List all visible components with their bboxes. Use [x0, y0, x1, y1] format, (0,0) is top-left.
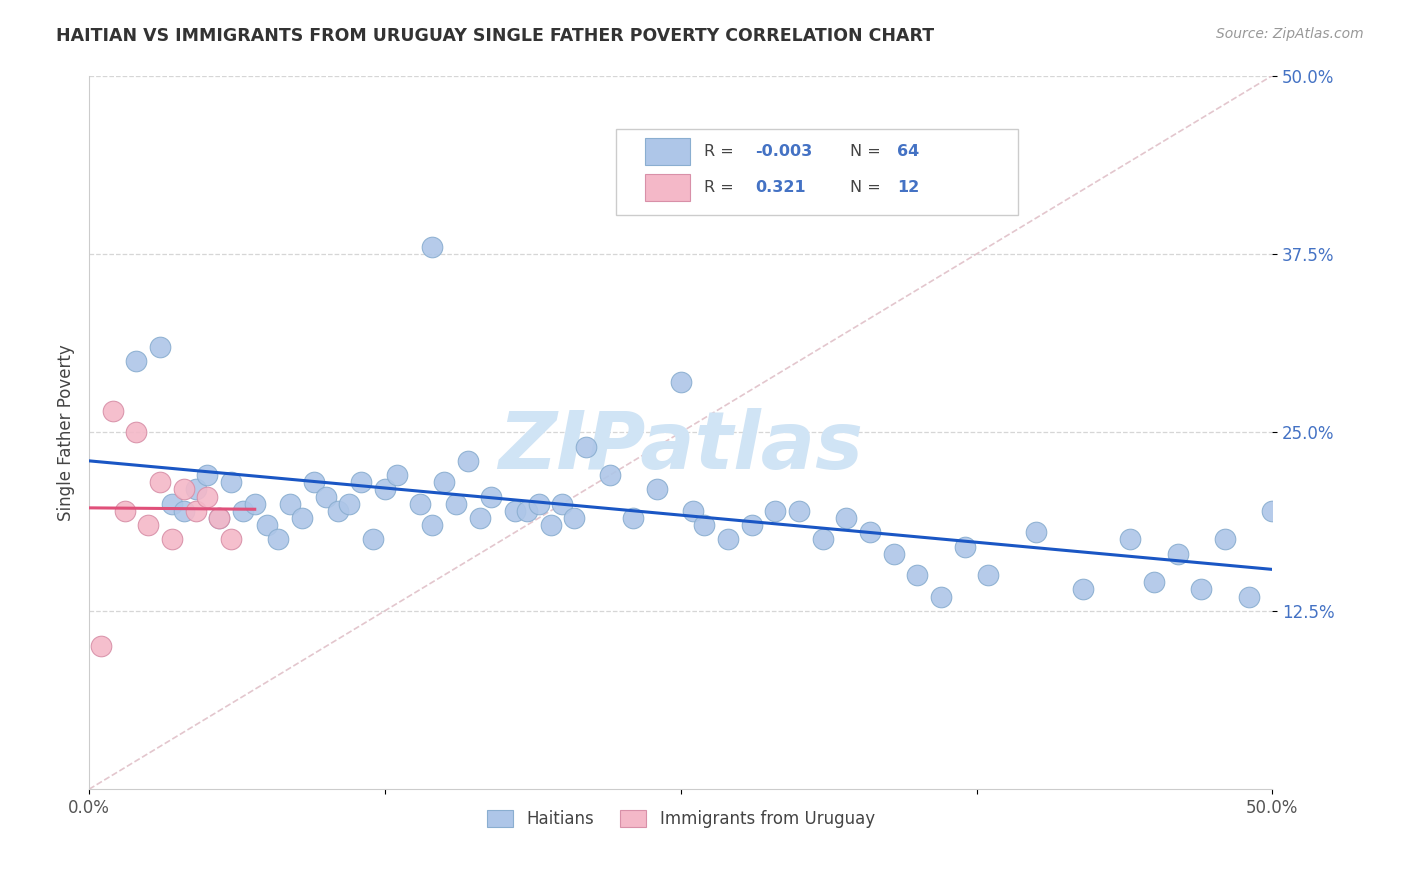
Point [197, 490, 219, 504]
Point [468, 511, 491, 525]
Point [101, 404, 124, 418]
FancyBboxPatch shape [616, 129, 1018, 215]
Point [787, 504, 810, 518]
Point [905, 568, 928, 582]
FancyBboxPatch shape [645, 138, 690, 165]
Point [197, 468, 219, 483]
Text: -0.003: -0.003 [755, 145, 813, 160]
Point [645, 483, 668, 497]
Point [267, 533, 290, 547]
Point [125, 425, 148, 440]
Text: N =: N = [851, 145, 886, 160]
Point [1261, 504, 1284, 518]
Point [562, 511, 585, 525]
Y-axis label: Single Father Poverty: Single Father Poverty [58, 344, 75, 521]
Point [444, 497, 467, 511]
Point [90, 640, 112, 654]
Point [883, 547, 905, 561]
Point [208, 511, 231, 525]
Point [149, 475, 172, 490]
Text: R =: R = [704, 180, 740, 195]
Point [741, 518, 763, 533]
Point [1025, 525, 1047, 540]
Text: HAITIAN VS IMMIGRANTS FROM URUGUAY SINGLE FATHER POVERTY CORRELATION CHART: HAITIAN VS IMMIGRANTS FROM URUGUAY SINGL… [56, 27, 935, 45]
Point [1237, 590, 1260, 604]
Point [599, 468, 621, 483]
Point [350, 475, 373, 490]
Point [1189, 582, 1212, 597]
Point [256, 518, 278, 533]
Text: ZIPatlas: ZIPatlas [498, 408, 863, 485]
Text: 12: 12 [897, 180, 920, 195]
Text: 0.321: 0.321 [755, 180, 806, 195]
Point [433, 475, 456, 490]
Point [291, 511, 314, 525]
Point [1071, 582, 1094, 597]
Point [326, 504, 349, 518]
Point [953, 540, 976, 554]
Point [669, 376, 692, 390]
Point [811, 533, 834, 547]
Point [516, 504, 538, 518]
Point [623, 511, 645, 525]
Text: R =: R = [704, 145, 740, 160]
Point [1167, 547, 1189, 561]
Point [457, 454, 479, 468]
Point [481, 490, 503, 504]
Point [717, 533, 740, 547]
Point [184, 483, 207, 497]
FancyBboxPatch shape [645, 174, 690, 201]
Point [302, 475, 325, 490]
Point [420, 240, 443, 254]
Point [385, 468, 408, 483]
Point [682, 504, 704, 518]
Point [114, 504, 136, 518]
Point [929, 590, 952, 604]
Point [125, 354, 148, 368]
Point [527, 497, 550, 511]
Point [219, 533, 242, 547]
Point [540, 518, 562, 533]
Point [763, 504, 786, 518]
Point [339, 497, 361, 511]
Text: N =: N = [851, 180, 886, 195]
Point [278, 497, 301, 511]
Point [173, 504, 195, 518]
Point [693, 518, 716, 533]
Point [184, 504, 207, 518]
Point [136, 518, 159, 533]
Point [1213, 533, 1236, 547]
Point [835, 511, 858, 525]
Legend: Haitians, Immigrants from Uruguay: Haitians, Immigrants from Uruguay [479, 803, 882, 834]
Point [315, 490, 337, 504]
Point [361, 533, 384, 547]
Text: Source: ZipAtlas.com: Source: ZipAtlas.com [1216, 27, 1364, 41]
Point [232, 504, 254, 518]
Point [409, 497, 432, 511]
Point [243, 497, 266, 511]
Point [503, 504, 526, 518]
Point [1119, 533, 1142, 547]
Point [420, 518, 443, 533]
Point [859, 525, 882, 540]
Point [977, 568, 1000, 582]
Point [149, 340, 172, 354]
Point [173, 483, 195, 497]
Point [551, 497, 574, 511]
Point [160, 497, 183, 511]
Point [208, 511, 231, 525]
Point [374, 483, 396, 497]
Point [219, 475, 242, 490]
Point [575, 440, 598, 454]
Text: 64: 64 [897, 145, 920, 160]
Point [160, 533, 183, 547]
Point [1143, 575, 1166, 590]
